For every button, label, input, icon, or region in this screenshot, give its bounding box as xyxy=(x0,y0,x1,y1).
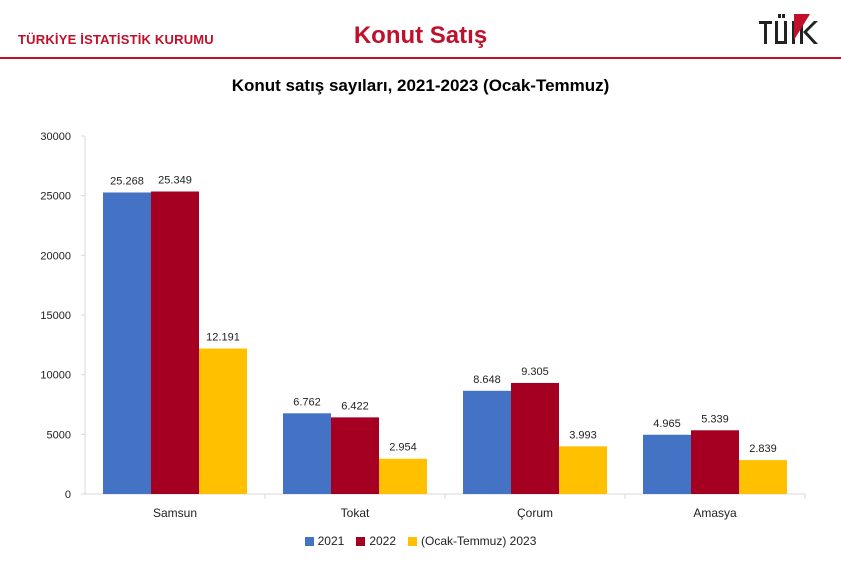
data-label: 9.305 xyxy=(521,366,549,378)
legend-label: (Ocak-Temmuz) 2023 xyxy=(421,534,537,548)
legend-label: 2022 xyxy=(369,534,397,548)
bar-(Ocak-Temmuz) 2023-Tokat xyxy=(379,458,427,494)
bar-2022-Samsun xyxy=(151,191,199,494)
y-tick-label: 5000 xyxy=(47,429,71,441)
chart-title: Konut satış sayıları, 2021-2023 (Ocak-Te… xyxy=(231,76,610,95)
data-label: 25.268 xyxy=(110,175,144,187)
page-title: Konut Satış xyxy=(353,22,488,49)
x-category-label: Çorum xyxy=(517,506,553,520)
x-category-label: Tokat xyxy=(341,506,370,520)
data-label: 6.422 xyxy=(341,400,369,412)
bar-2022-Tokat xyxy=(331,417,379,494)
y-tick-label: 30000 xyxy=(40,131,71,143)
bar-2022-Çorum xyxy=(511,382,559,494)
org-name: TÜRKİYE İSTATİSTİK KURUMU xyxy=(18,32,214,47)
data-label: 5.339 xyxy=(701,413,729,425)
data-label: 3.993 xyxy=(569,429,597,441)
legend-item: (Ocak-Temmuz) 2023 xyxy=(408,534,536,548)
data-label: 25.349 xyxy=(158,175,192,187)
data-label: 4.965 xyxy=(653,418,681,430)
x-category-label: Samsun xyxy=(153,506,197,520)
bar-2021-Tokat xyxy=(283,413,331,494)
header-rule xyxy=(0,57,841,59)
bar-(Ocak-Temmuz) 2023-Amasya xyxy=(739,460,787,494)
legend-swatch xyxy=(408,536,418,546)
data-label: 8.648 xyxy=(473,374,501,386)
bar-(Ocak-Temmuz) 2023-Samsun xyxy=(199,348,247,494)
legend-swatch xyxy=(356,536,366,546)
x-category-label: Amasya xyxy=(693,506,737,520)
bar-(Ocak-Temmuz) 2023-Çorum xyxy=(559,446,607,494)
data-label: 6.762 xyxy=(293,396,321,408)
legend-swatch xyxy=(304,536,314,546)
legend-item: 2021 xyxy=(304,534,345,548)
tuik-logo xyxy=(759,14,818,44)
legend-item: 2022 xyxy=(356,534,396,548)
y-tick-label: 15000 xyxy=(40,310,71,322)
data-label: 2.954 xyxy=(389,442,417,454)
data-label: 12.191 xyxy=(206,332,240,344)
y-tick-label: 0 xyxy=(65,489,71,501)
bar-2021-Samsun xyxy=(103,192,151,494)
bar-2021-Amasya xyxy=(643,434,691,494)
chart-legend: 2021 2022 (Ocak-Temmuz) 2023 xyxy=(0,534,841,548)
y-tick-label: 10000 xyxy=(40,370,71,382)
bar-2022-Amasya xyxy=(691,430,739,494)
y-tick-label: 25000 xyxy=(40,191,71,203)
bar-2021-Çorum xyxy=(463,390,511,494)
data-label: 2.839 xyxy=(749,443,777,455)
legend-label: 2021 xyxy=(317,534,345,548)
y-tick-label: 20000 xyxy=(40,250,71,262)
